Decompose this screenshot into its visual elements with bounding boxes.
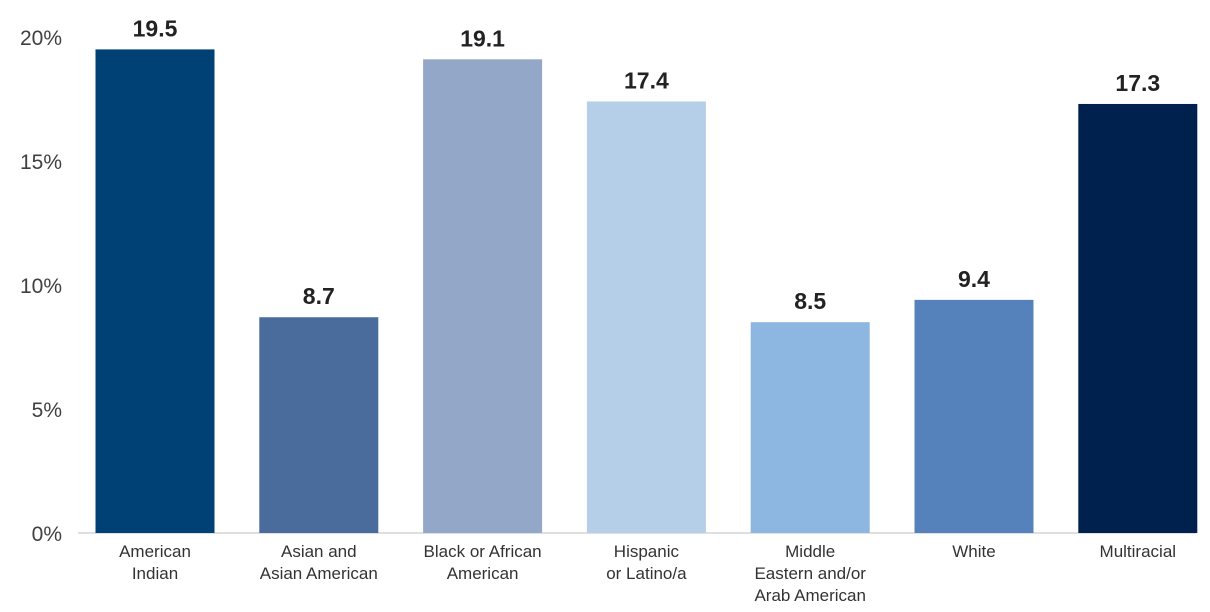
y-axis: 0% 5% 10% 15% 20%: [20, 27, 62, 546]
x-category-label: Asian American: [260, 564, 378, 583]
y-tick-label: 0%: [32, 523, 62, 546]
x-category-label: Hispanic: [614, 542, 680, 561]
x-category-label: Middle: [785, 542, 835, 561]
x-category-label: Indian: [132, 564, 178, 583]
bar: [586, 101, 706, 533]
bar-value-label: 17.3: [1115, 70, 1160, 96]
y-tick-label: 5%: [32, 399, 62, 422]
bar: [95, 49, 215, 534]
bar-value-label: 8.5: [794, 288, 826, 314]
bar-value-label: 8.7: [303, 283, 335, 309]
x-category-label: or Latino/a: [606, 564, 687, 583]
bars-group: [95, 49, 1198, 534]
y-tick-label: 15%: [20, 151, 62, 174]
bar: [750, 322, 870, 533]
bar-value-label: 17.4: [624, 67, 669, 93]
x-category-label: White: [952, 542, 995, 561]
bar: [914, 299, 1034, 533]
y-tick-label: 20%: [20, 27, 62, 50]
x-category-label: American: [119, 542, 191, 561]
x-category-label: Arab American: [754, 586, 866, 605]
bar: [259, 317, 379, 533]
data-labels-group: 19.5 8.7 19.1 17.4 8.5 9.4 17.3: [133, 15, 1161, 314]
x-category-label: American: [447, 564, 519, 583]
category-labels-group: American Indian Asian and Asian American Bla…: [119, 542, 1176, 605]
bar-value-label: 9.4: [958, 266, 990, 292]
y-tick-label: 10%: [20, 275, 62, 298]
x-category-label: Black or African: [424, 542, 542, 561]
bar-value-label: 19.5: [133, 15, 178, 41]
x-category-label: Asian and: [281, 542, 357, 561]
bar: [423, 59, 543, 533]
x-category-label: Multiracial: [1100, 542, 1177, 561]
bar-value-label: 19.1: [460, 25, 505, 51]
x-category-label: Eastern and/or: [754, 564, 866, 583]
bar: [1078, 103, 1198, 534]
